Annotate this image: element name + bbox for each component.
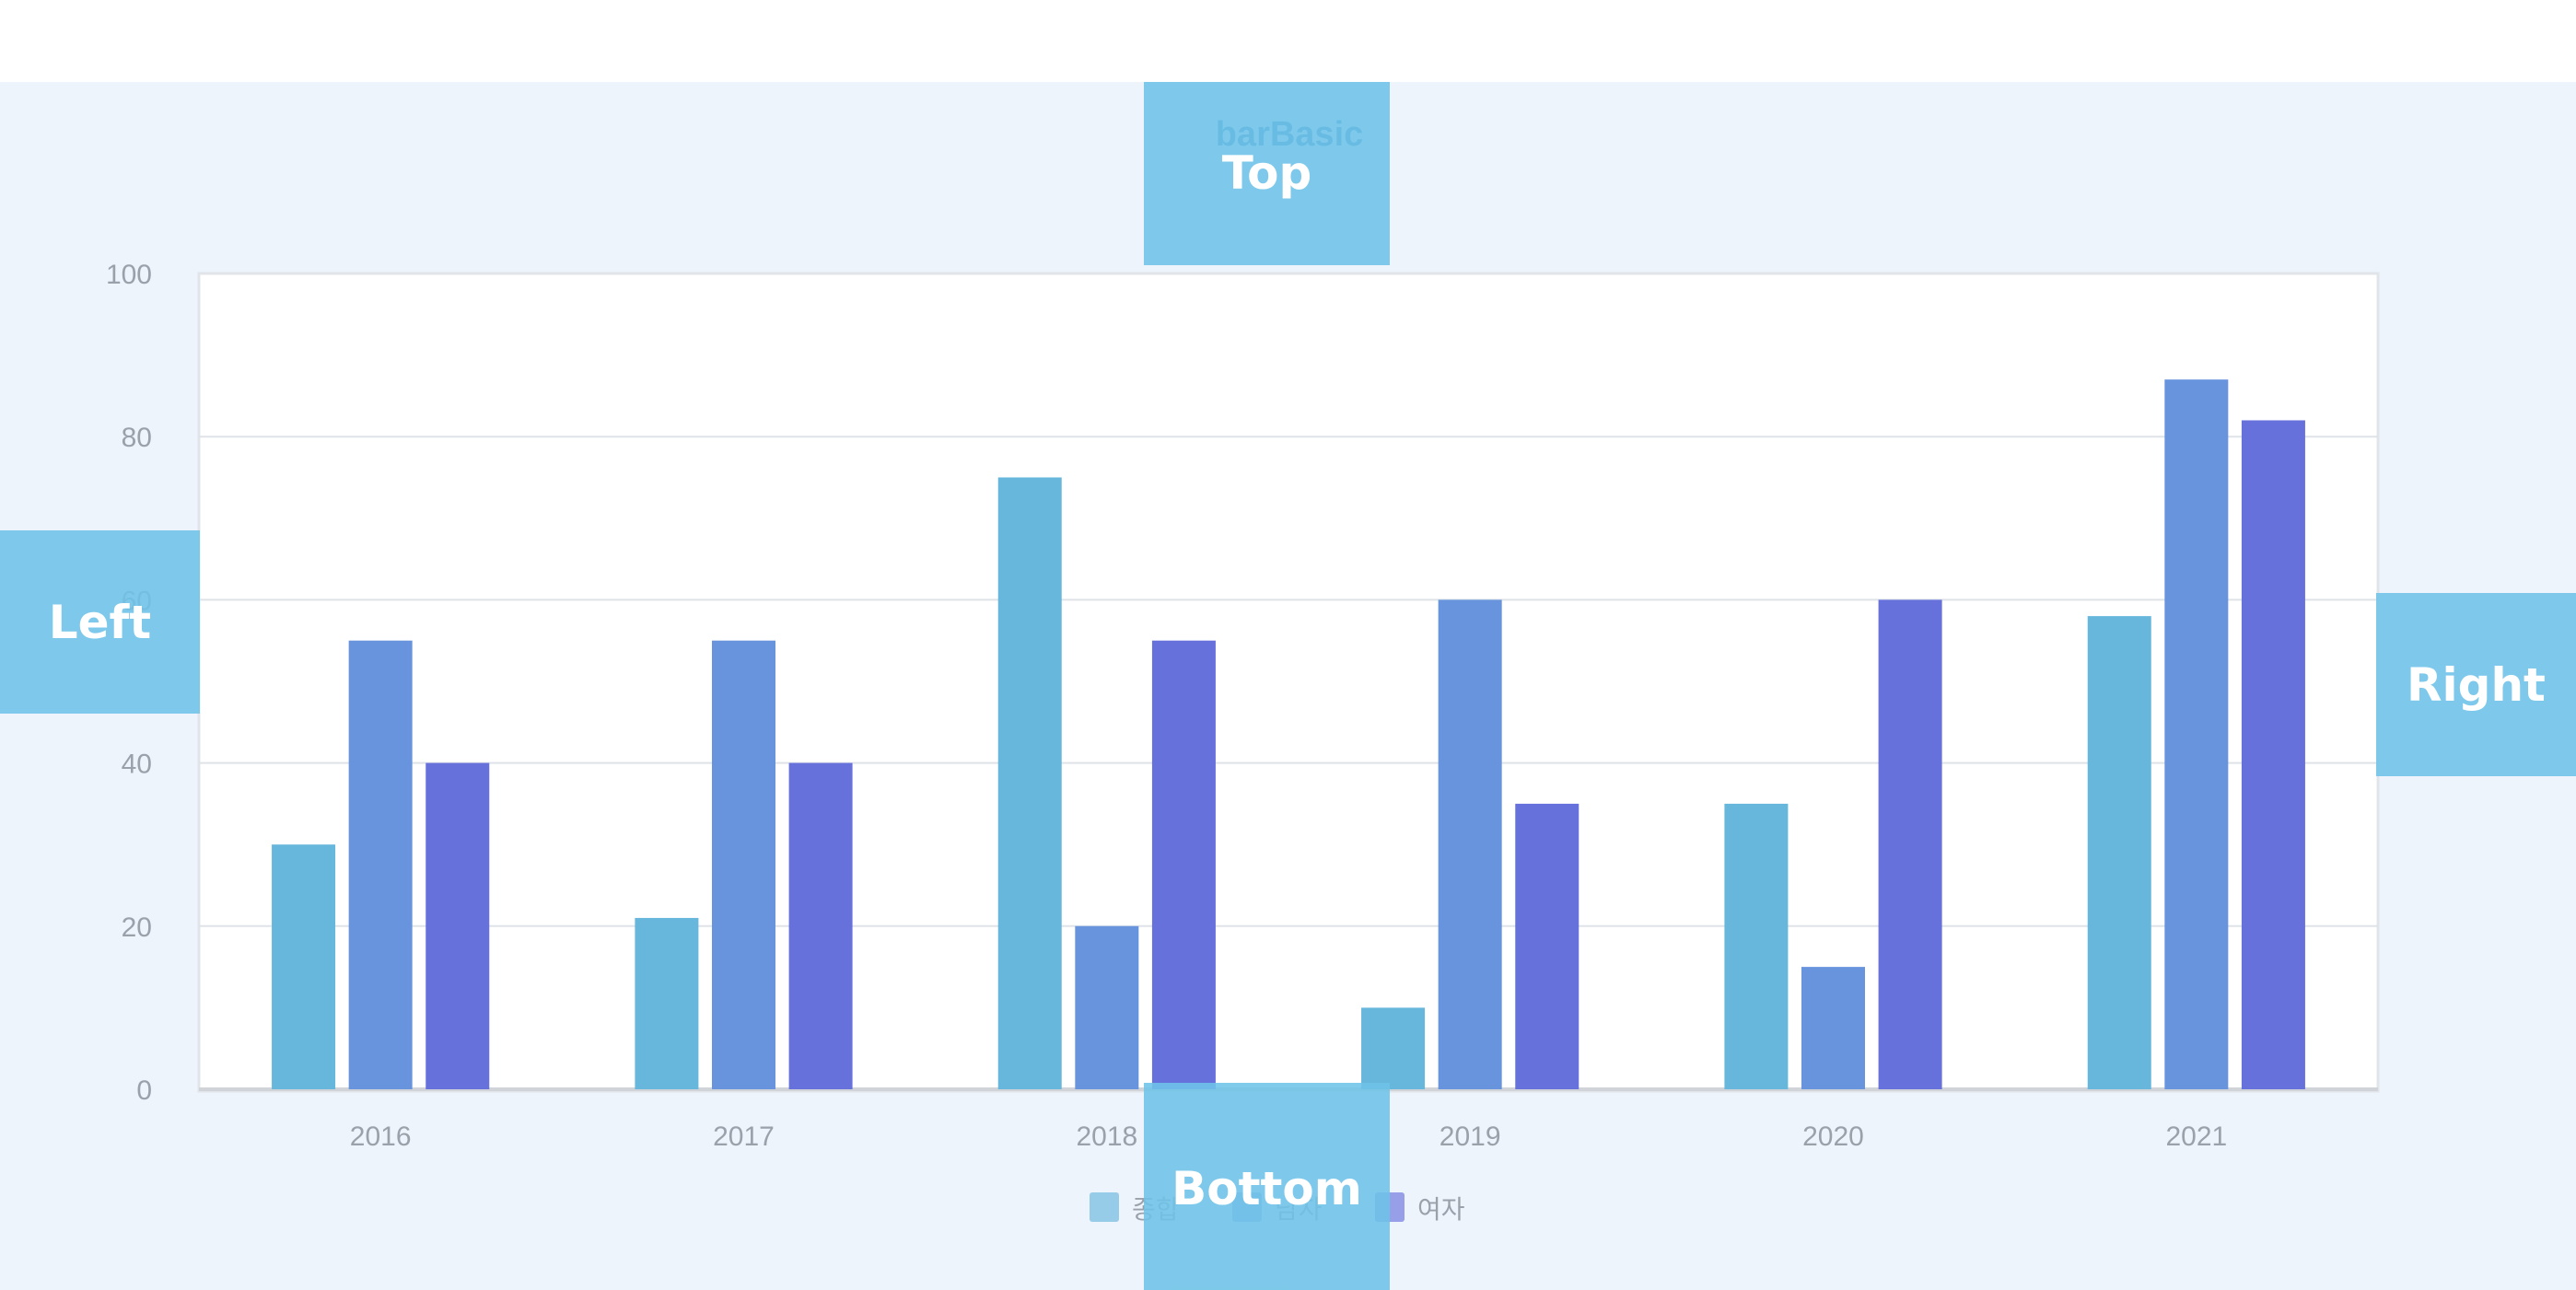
bar[interactable] [997, 477, 1062, 1090]
bar[interactable] [635, 917, 699, 1089]
bar[interactable] [272, 844, 336, 1089]
top-label: Top [1221, 146, 1312, 200]
y-tick-label: 80 [122, 423, 152, 453]
x-tick-label: 2019 [1440, 1121, 1501, 1152]
bars [272, 379, 2305, 1090]
bar[interactable] [711, 640, 776, 1089]
y-tick-label: 40 [122, 750, 152, 780]
x-tick-label: 2016 [350, 1121, 412, 1152]
bar[interactable] [2241, 420, 2305, 1090]
top-region-label: Top [1144, 82, 1390, 265]
left-label: Left [48, 595, 152, 649]
y-tick-label: 20 [122, 912, 152, 943]
y-tick-label: 100 [106, 260, 152, 290]
bar[interactable] [1724, 803, 1789, 1089]
bar[interactable] [1438, 599, 1502, 1089]
bar[interactable] [1801, 967, 1866, 1089]
x-axis: 2016 2017 2018 2019 2020 2021 [350, 1121, 2227, 1152]
bar[interactable] [425, 762, 490, 1089]
x-tick-label: 2017 [713, 1121, 775, 1152]
bar[interactable] [1075, 925, 1139, 1089]
left-region-label: Left [0, 530, 200, 714]
bar[interactable] [1515, 803, 1579, 1089]
bar[interactable] [348, 640, 413, 1089]
bar[interactable] [788, 762, 853, 1089]
y-tick-label: 0 [136, 1075, 152, 1106]
bar[interactable] [2087, 616, 2151, 1089]
x-tick-label: 2021 [2165, 1121, 2227, 1152]
bottom-label: Bottom [1171, 1162, 1362, 1215]
bar[interactable] [1361, 1007, 1426, 1089]
x-tick-label: 2018 [1076, 1121, 1137, 1152]
plot-area [197, 272, 2380, 1093]
legend-swatch [1090, 1192, 1119, 1222]
x-tick-label: 2020 [1802, 1121, 1864, 1152]
legend-label: 여자 [1417, 1194, 1465, 1225]
bottom-region-label: Bottom [1144, 1083, 1390, 1290]
right-label: Right [2407, 657, 2546, 712]
right-region-label: Right [2376, 593, 2576, 776]
bar[interactable] [1151, 640, 1216, 1089]
bar[interactable] [1878, 599, 1942, 1089]
bar[interactable] [2164, 379, 2229, 1089]
